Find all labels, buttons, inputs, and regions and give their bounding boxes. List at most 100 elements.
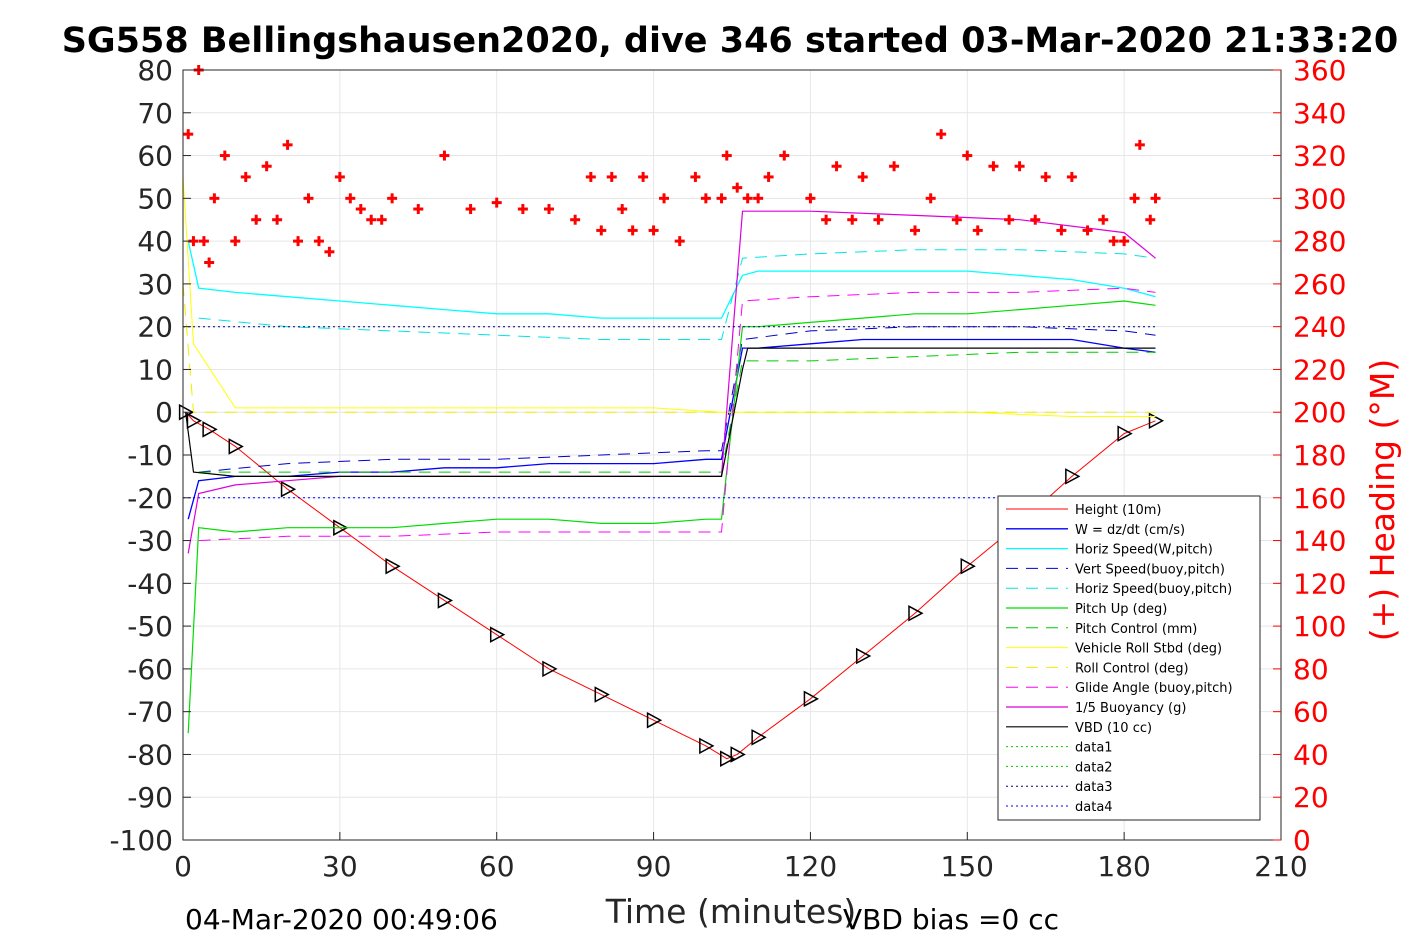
series-line-vert-speed-buoy-pitch — [198, 326, 1156, 473]
legend-entry-pitch-up-deg: Pitch Up (deg) — [1075, 602, 1167, 617]
series-line-horiz-speed-buoy-pitch — [198, 249, 1156, 340]
y-tick-label-left: -100 — [109, 824, 173, 857]
x-tick-label: 0 — [174, 850, 192, 883]
heading-point — [293, 236, 304, 247]
heading-point — [1150, 193, 1161, 204]
y-tick-label-right: 260 — [1293, 268, 1346, 301]
heading-point — [925, 193, 936, 204]
series-line-vbd-10-cc — [185, 347, 1156, 477]
y-tick-label-left: 40 — [137, 225, 173, 258]
footer-date: 04-Mar-2020 00:49:06 — [185, 903, 498, 936]
heading-point — [716, 193, 727, 204]
heading-point — [763, 171, 774, 182]
heading-point — [988, 161, 999, 172]
y-tick-label-right: 360 — [1293, 54, 1346, 87]
heading-point — [1129, 193, 1140, 204]
heading-point — [1098, 214, 1109, 225]
heading-point — [1040, 171, 1051, 182]
legend-entry-horiz-speed-w-pitch: Horiz Speed(W,pitch) — [1075, 543, 1213, 558]
y-tick-label-left: 10 — [137, 353, 173, 386]
heading-point — [690, 171, 701, 182]
y-tick-label-right: 0 — [1293, 824, 1311, 857]
y-tick-label-left: 60 — [137, 140, 173, 173]
heading-point — [721, 150, 732, 161]
y-tick-label-left: 70 — [137, 97, 173, 130]
y-tick-label-left: -20 — [127, 482, 173, 515]
heading-point — [282, 139, 293, 150]
heading-point — [413, 204, 424, 215]
heading-point — [209, 193, 220, 204]
heading-point — [889, 161, 900, 172]
y-tick-label-left: 80 — [137, 54, 173, 87]
y-tick-label-left: -10 — [127, 439, 173, 472]
heading-point — [183, 129, 194, 140]
heading-point — [648, 225, 659, 236]
right-axis-label: (+) Heading (°M) — [1363, 359, 1402, 641]
heading-point — [1014, 161, 1025, 172]
legend-entry-1-5-buoyancy-g: 1/5 Buoyancy (g) — [1075, 701, 1186, 716]
y-tick-label-right: 280 — [1293, 225, 1346, 258]
height-marker — [1065, 468, 1081, 485]
y-tick-label-left: 50 — [137, 182, 173, 215]
series-line-glide-angle-buoy-pitch — [198, 287, 1156, 542]
legend-entry-data2: data2 — [1075, 760, 1113, 775]
heading-point — [366, 214, 377, 225]
heading-point — [732, 182, 743, 193]
heading-point — [198, 236, 209, 247]
heading-point — [1004, 214, 1015, 225]
height-marker — [437, 592, 454, 609]
heading-point — [570, 214, 581, 225]
heading-point — [753, 193, 764, 204]
height-marker — [1117, 425, 1133, 442]
heading-point — [544, 204, 554, 215]
series-line-pitch-up-deg — [187, 300, 1156, 734]
series-line-w-dz-dt-cm-s — [187, 338, 1156, 520]
y-tick-label-right: 180 — [1293, 439, 1346, 472]
heading-point — [1082, 225, 1093, 236]
heading-point — [779, 150, 790, 161]
y-tick-label-right: 240 — [1293, 311, 1346, 344]
y-tick-label-right: 160 — [1293, 482, 1346, 515]
heading-point — [355, 204, 366, 215]
y-tick-label-right: 20 — [1293, 781, 1329, 814]
heading-point — [491, 197, 502, 208]
y-tick-label-right: 200 — [1293, 396, 1346, 429]
footer-vbd-bias: VBD bias =0 cc — [843, 903, 1059, 936]
legend-entry-glide-angle-buoy-pitch: Glide Angle (buoy,pitch) — [1075, 681, 1233, 696]
height-marker — [646, 711, 663, 729]
legend-entry-w-dz-dt-cm-s: W = dz/dt (cm/s) — [1075, 523, 1185, 538]
legend-entry-vbd-10-cc: VBD (10 cc) — [1075, 721, 1152, 736]
legend-entry-data3: data3 — [1075, 780, 1113, 795]
height-marker — [855, 647, 872, 665]
y-tick-label-right: 100 — [1293, 610, 1346, 643]
x-axis-label: Time (minutes) — [605, 892, 857, 931]
y-tick-label-right: 340 — [1293, 97, 1346, 130]
heading-point — [873, 214, 884, 225]
y-tick-label-right: 320 — [1293, 140, 1346, 173]
heading-point — [387, 193, 398, 204]
height-marker — [720, 750, 736, 767]
height-marker — [385, 557, 401, 575]
x-tick-label: 90 — [636, 850, 672, 883]
heading-point — [1119, 236, 1130, 247]
heading-point — [659, 193, 670, 204]
chart-title: SG558 Bellingshausen2020, dive 346 start… — [62, 21, 1399, 61]
y-tick-label-left: -70 — [127, 696, 173, 729]
y-tick-label-left: -40 — [127, 567, 173, 600]
heading-point — [219, 150, 230, 161]
heading-point — [261, 161, 272, 172]
heading-point — [345, 193, 356, 204]
heading-point — [1056, 225, 1067, 236]
heading-point — [606, 171, 617, 182]
heading-point — [951, 214, 962, 225]
y-tick-label-right: 220 — [1293, 353, 1346, 386]
legend: Height (10m) W = dz/dt (cm/s) Horiz Speed(… — [997, 495, 1261, 821]
height-marker — [186, 412, 203, 430]
y-tick-label-right: 60 — [1293, 696, 1329, 729]
x-tick-label: 30 — [322, 850, 358, 883]
y-tick-label-left: -30 — [127, 525, 173, 558]
legend-entry-vehicle-roll-stbd-deg: Vehicle Roll Stbd (deg) — [1075, 642, 1222, 657]
heading-point — [627, 225, 638, 236]
y-tick-label-left: 20 — [137, 311, 173, 344]
